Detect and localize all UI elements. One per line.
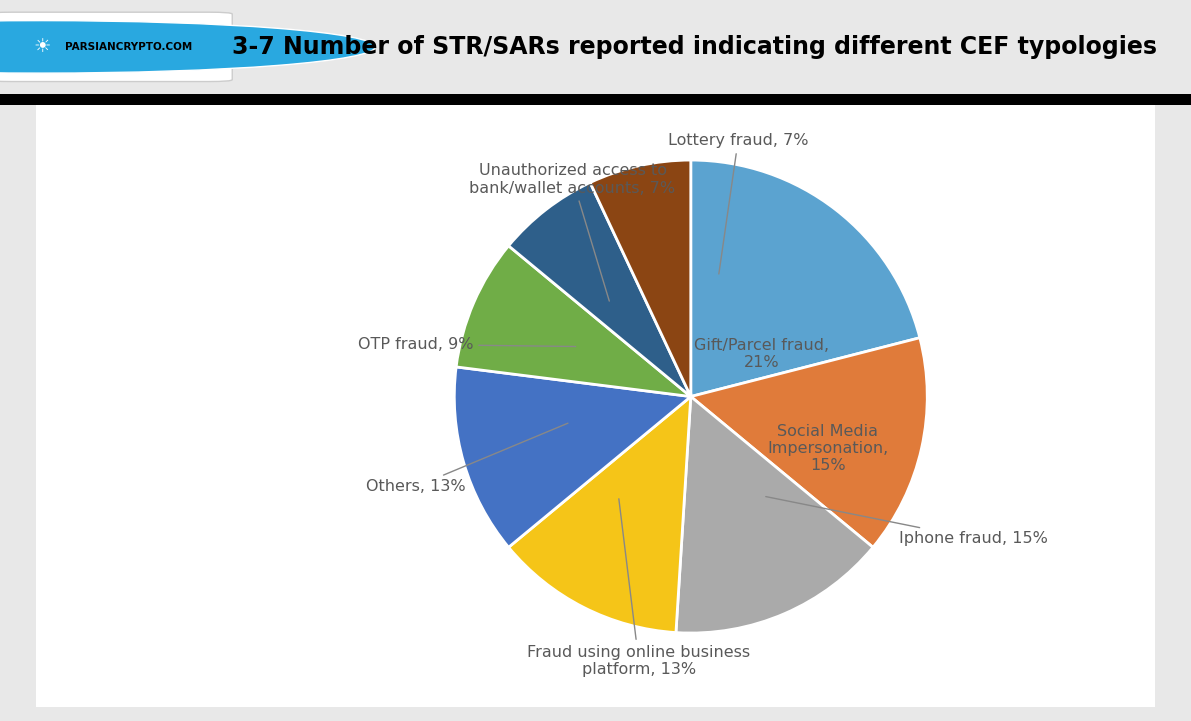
Wedge shape (676, 397, 873, 633)
Text: Others, 13%: Others, 13% (367, 423, 568, 494)
FancyBboxPatch shape (0, 12, 232, 81)
Wedge shape (509, 182, 691, 397)
Wedge shape (691, 160, 919, 397)
Text: Fraud using online business
platform, 13%: Fraud using online business platform, 13… (528, 499, 750, 677)
Circle shape (0, 21, 375, 73)
Wedge shape (454, 367, 691, 547)
Text: Social Media
Impersonation,
15%: Social Media Impersonation, 15% (767, 424, 888, 474)
Text: PARSIANCRYPTO.COM: PARSIANCRYPTO.COM (66, 42, 192, 52)
Text: OTP fraud, 9%: OTP fraud, 9% (357, 337, 575, 352)
Text: Gift/Parcel fraud,
21%: Gift/Parcel fraud, 21% (694, 337, 829, 370)
Text: Unauthorized access to
bank/wallet accounts, 7%: Unauthorized access to bank/wallet accou… (469, 163, 675, 301)
Text: Iphone fraud, 15%: Iphone fraud, 15% (766, 497, 1048, 546)
Text: ☀: ☀ (33, 37, 50, 56)
Wedge shape (590, 160, 691, 397)
Wedge shape (691, 337, 928, 547)
Text: 3-7 Number of STR/SARs reported indicating different CEF typologies: 3-7 Number of STR/SARs reported indicati… (232, 35, 1158, 59)
Text: Lottery fraud, 7%: Lottery fraud, 7% (668, 133, 809, 274)
Wedge shape (509, 397, 691, 632)
Wedge shape (456, 246, 691, 397)
